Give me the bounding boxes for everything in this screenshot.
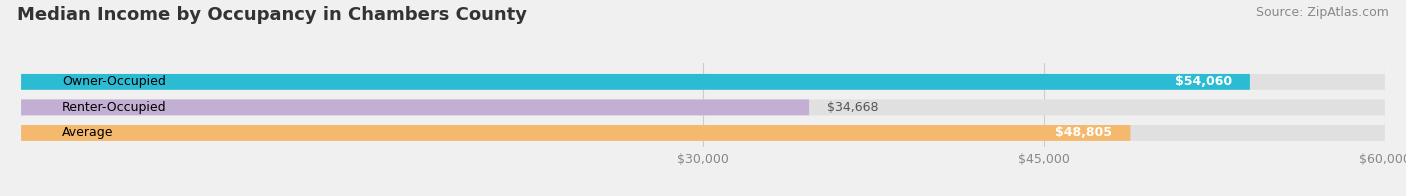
Text: Owner-Occupied: Owner-Occupied [62,75,166,88]
Text: Renter-Occupied: Renter-Occupied [62,101,167,114]
FancyBboxPatch shape [21,125,1385,141]
Text: Source: ZipAtlas.com: Source: ZipAtlas.com [1256,6,1389,19]
FancyBboxPatch shape [21,100,1385,115]
FancyBboxPatch shape [21,100,808,115]
Text: $54,060: $54,060 [1174,75,1232,88]
Text: $34,668: $34,668 [827,101,879,114]
FancyBboxPatch shape [21,74,1250,90]
FancyBboxPatch shape [21,125,1130,141]
Text: Median Income by Occupancy in Chambers County: Median Income by Occupancy in Chambers C… [17,6,527,24]
FancyBboxPatch shape [21,74,1385,90]
Text: Average: Average [62,126,114,139]
Text: $48,805: $48,805 [1056,126,1112,139]
